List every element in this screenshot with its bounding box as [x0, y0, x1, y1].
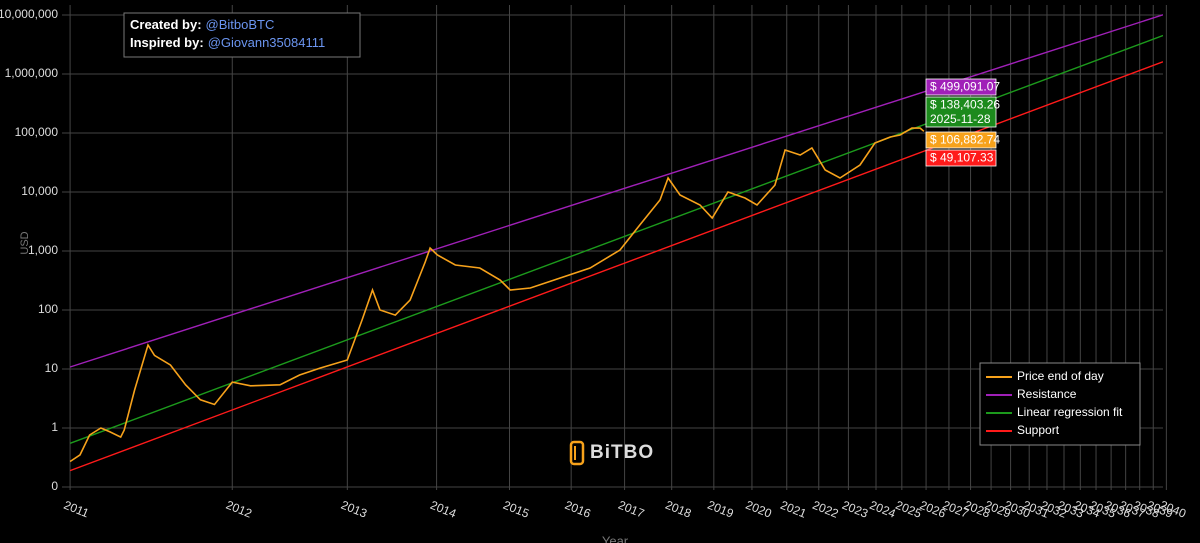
- annotation-box: [925, 131, 997, 149]
- annotation: $ 106,882.74: [925, 131, 1000, 149]
- x-axis-label: Year: [602, 533, 629, 543]
- x-tick-label: 2016: [563, 498, 593, 521]
- x-tick-label: 2015: [501, 498, 531, 521]
- legend-label: Price end of day: [1017, 369, 1104, 383]
- watermark: BiTBO: [590, 442, 654, 463]
- annotation-box: [925, 96, 997, 128]
- grid: [62, 5, 1167, 490]
- annotation: $ 499,091.07: [925, 78, 1000, 96]
- annotation-text: $ 499,091.07: [930, 80, 1000, 94]
- annotation-text: $ 138,403.26: [930, 98, 1000, 112]
- y-tick-label: 1,000: [28, 243, 58, 257]
- watermark-logo: [569, 440, 585, 466]
- x-tick-label: 2013: [339, 498, 369, 521]
- y-tick-label: 10: [45, 361, 59, 375]
- credit-label: Created by:: [130, 17, 202, 32]
- annotation-box: [925, 78, 997, 96]
- x-tick-label: 2021: [778, 498, 808, 521]
- y-tick-label: 100,000: [15, 125, 59, 139]
- credit-handle: @Giovann35084111: [208, 35, 326, 50]
- annotation: $ 49,107.33: [925, 149, 997, 167]
- annotation-date: 2025-11-28: [930, 112, 991, 126]
- series-line: [69, 61, 1163, 472]
- x-tick-label: 2012: [224, 498, 254, 521]
- legend-label: Linear regression fit: [1017, 405, 1123, 419]
- annotation-text: $ 49,107.33: [930, 151, 994, 165]
- annotation-text: $ 106,882.74: [930, 133, 1000, 147]
- x-tick-label: 2014: [428, 498, 458, 521]
- x-tick-label: 2020: [744, 498, 774, 521]
- series-line: [69, 14, 1163, 368]
- credit-handle: @BitboBTC: [206, 17, 275, 32]
- credit-label: Inspired by:: [130, 35, 204, 50]
- y-tick-label: 10,000,000: [0, 7, 58, 21]
- y-tick-label: 100: [38, 302, 58, 316]
- legend-label: Support: [1017, 423, 1060, 437]
- y-tick-label: 1,000,000: [5, 66, 59, 80]
- legend-label: Resistance: [1017, 387, 1077, 401]
- x-tick-label: 2023: [840, 498, 870, 521]
- legend: Price end of day Resistance Linear regress…: [979, 362, 1141, 446]
- x-tick-label: 2011: [62, 498, 91, 521]
- credit-line: Created by: @BitboBTC: [130, 17, 274, 32]
- credit-line: Inspired by: @Giovann35084111: [130, 35, 325, 50]
- y-tick-label: 0: [51, 479, 58, 493]
- x-tick-label: 2022: [810, 498, 840, 521]
- x-tick-label: 2019: [706, 498, 736, 521]
- annotation-box: [925, 149, 997, 167]
- x-tick-label: 2017: [616, 498, 646, 521]
- y-axis-label: USD: [19, 231, 31, 254]
- credits-box: [123, 12, 361, 58]
- series-line: [69, 127, 925, 463]
- y-tick-label: 1: [51, 420, 58, 434]
- y-tick-label: 10,000: [21, 184, 58, 198]
- x-tick-label: 2018: [663, 498, 693, 521]
